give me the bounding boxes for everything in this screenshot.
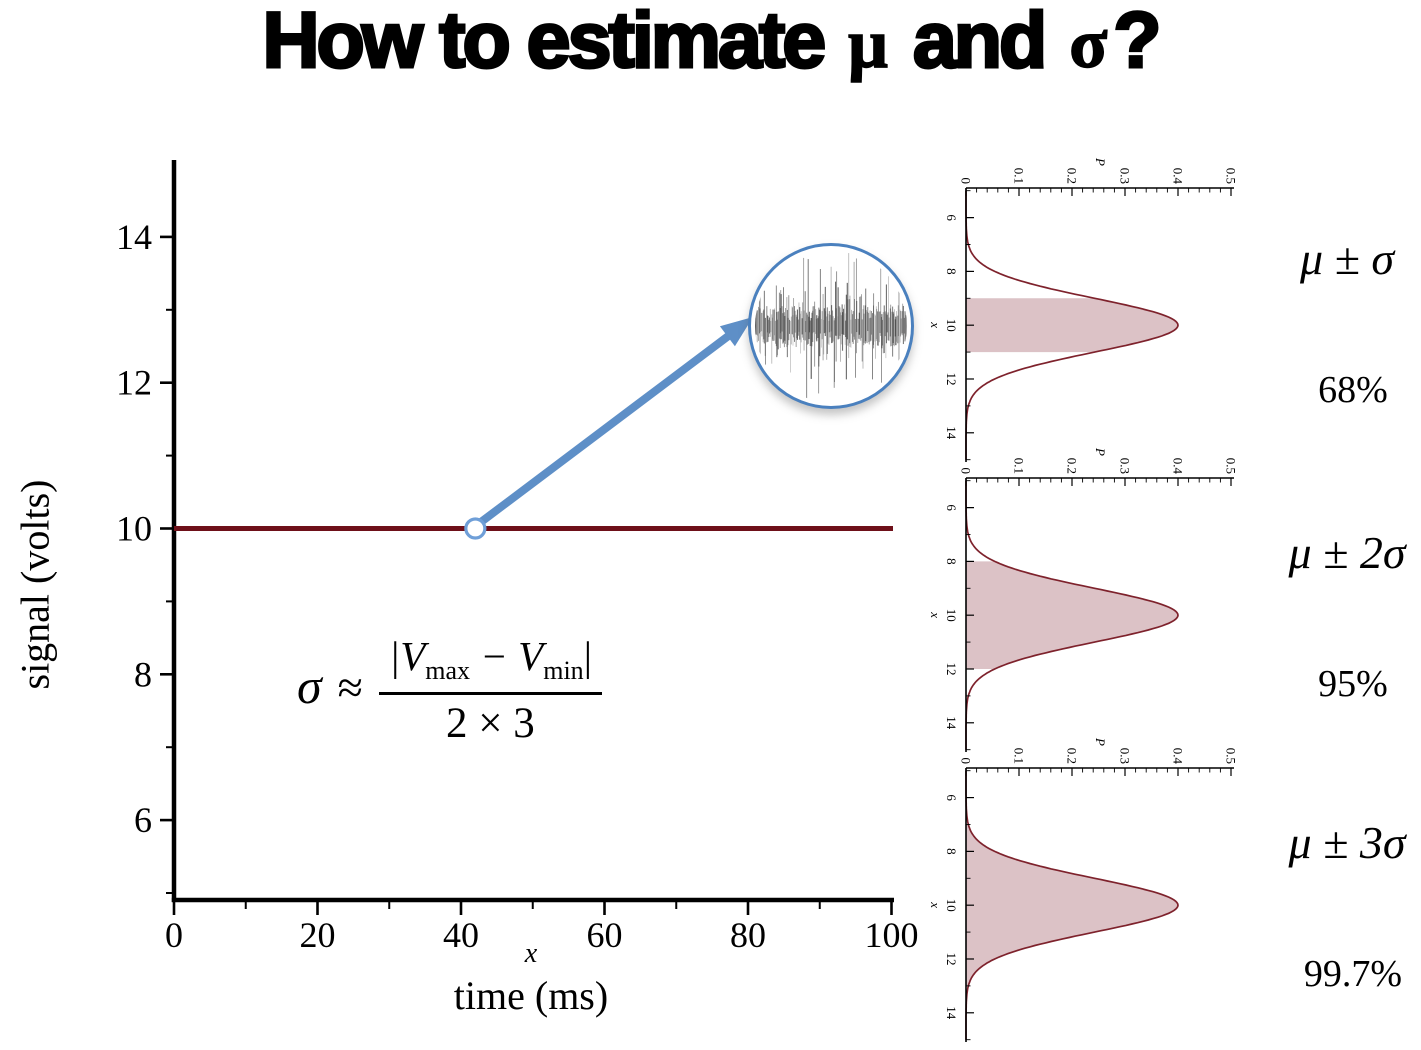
p-tick-label: 0.3 — [1118, 748, 1133, 764]
interval-label-3sigma: μ ± 3σ — [1288, 817, 1406, 868]
formula-sigma: σ — [297, 658, 322, 715]
x-tick-label: 8 — [944, 268, 959, 275]
shaded-interval — [966, 298, 1178, 353]
p-axis-title: P — [1093, 157, 1108, 166]
p-tick-label: 0.2 — [1065, 748, 1080, 764]
formula-approx: ≈ — [337, 661, 363, 713]
p-tick-label: 0.4 — [1171, 168, 1186, 185]
coverage-3sigma: 99.7% — [1303, 953, 1403, 995]
coverage-2sigma: 95% — [1318, 663, 1388, 705]
sample-point-circle — [464, 517, 487, 540]
x-tick-label: 14 — [944, 1006, 959, 1020]
noise-magnifier-circle — [748, 243, 914, 409]
x-tick-label: 6 — [944, 504, 959, 511]
coverage-1sigma: 68% — [1318, 369, 1388, 411]
p-axis-title: P — [1093, 737, 1108, 746]
title-question-mark: ? — [1112, 0, 1163, 86]
y-tick-label: 8 — [134, 654, 152, 694]
p-tick-label: 0.5 — [1224, 168, 1239, 184]
formula-fraction: |Vmax − Vmin| 2 × 3 — [378, 632, 602, 748]
x-axis-variable: x — [524, 938, 538, 969]
p-tick-label: 0 — [959, 468, 974, 475]
shaded-interval — [966, 824, 1178, 986]
p-tick-label: 0.1 — [1012, 748, 1027, 764]
main-axis-ticks — [160, 235, 893, 915]
x-axis-title: x — [928, 901, 943, 908]
x-axis-title: x — [928, 321, 943, 328]
x-tick-label: 12 — [944, 662, 959, 675]
interval-label-1sigma: μ ± σ — [1299, 233, 1395, 284]
fraction-bar — [378, 692, 602, 696]
y-tick-label: 10 — [116, 509, 152, 549]
y-tick-label: 14 — [116, 217, 152, 257]
p-tick-label: 0.2 — [1065, 168, 1080, 184]
x-tick-label: 40 — [443, 915, 479, 955]
p-tick-label: 0.1 — [1012, 168, 1027, 184]
x-tick-label: 12 — [944, 372, 959, 385]
x-tick-label: 10 — [944, 899, 959, 912]
formula-denominator: 2 × 3 — [446, 700, 535, 748]
p-tick-label: 0 — [959, 178, 974, 185]
x-tick-label: 0 — [165, 915, 183, 955]
x-axis-title: x — [928, 611, 943, 618]
slide-title: How to estimate μ and σ? — [0, 0, 1421, 86]
x-tick-label: 14 — [944, 426, 959, 440]
arrow-head — [719, 317, 753, 347]
title-sigma-symbol: σ — [1068, 5, 1108, 84]
p-axis-title: P — [1093, 447, 1108, 456]
p-tick-label: 0 — [959, 758, 974, 765]
y-tick-label: 6 — [134, 800, 152, 840]
arrow-shaft — [477, 330, 735, 526]
x-tick-label: 10 — [944, 609, 959, 622]
gaussian-curve — [965, 480, 1179, 750]
p-tick-label: 0.3 — [1118, 458, 1133, 474]
sample-point-marker — [464, 517, 487, 540]
y-tick-label: 12 — [116, 363, 152, 403]
x-tick-label: 8 — [944, 848, 959, 855]
x-tick-label: 60 — [587, 915, 623, 955]
y-axis-title: signal (volts) — [12, 479, 58, 690]
gaussian-curve — [965, 190, 1179, 460]
noise-signal — [755, 250, 907, 402]
x-tick-label: 10 — [944, 319, 959, 332]
noise-strokes — [755, 250, 907, 402]
p-tick-label: 0.1 — [1012, 458, 1027, 474]
x-tick-label: 6 — [944, 214, 959, 221]
interval-label-2sigma: μ ± 2σ — [1288, 527, 1406, 578]
x-tick-label: 20 — [300, 915, 336, 955]
shaded-interval — [966, 561, 1178, 669]
p-tick-label: 0.3 — [1118, 168, 1133, 184]
x-tick-label: 100 — [865, 915, 919, 955]
x-tick-label: 6 — [944, 794, 959, 801]
p-tick-label: 0.5 — [1224, 458, 1239, 474]
title-text-1: How to estimate — [261, 0, 828, 86]
p-tick-label: 0.4 — [1171, 748, 1186, 765]
x-tick-label: 14 — [944, 716, 959, 730]
p-tick-label: 0.4 — [1171, 458, 1186, 475]
formula-numerator: |Vmax − Vmin| — [388, 633, 592, 686]
sigma-estimate-formula: σ ≈ |Vmax − Vmin| 2 × 3 — [297, 632, 602, 748]
gaussian-curve — [965, 770, 1179, 1040]
title-text-2: and — [911, 0, 1048, 86]
x-tick-label: 8 — [944, 558, 959, 565]
x-axis-title: time (ms) — [453, 973, 609, 1018]
callout-arrow — [477, 317, 753, 526]
x-tick-label: 80 — [730, 915, 766, 955]
x-tick-label: 12 — [944, 952, 959, 965]
p-tick-label: 0.5 — [1224, 748, 1239, 764]
p-tick-label: 0.2 — [1065, 458, 1080, 474]
title-mu-symbol: μ — [847, 5, 888, 84]
